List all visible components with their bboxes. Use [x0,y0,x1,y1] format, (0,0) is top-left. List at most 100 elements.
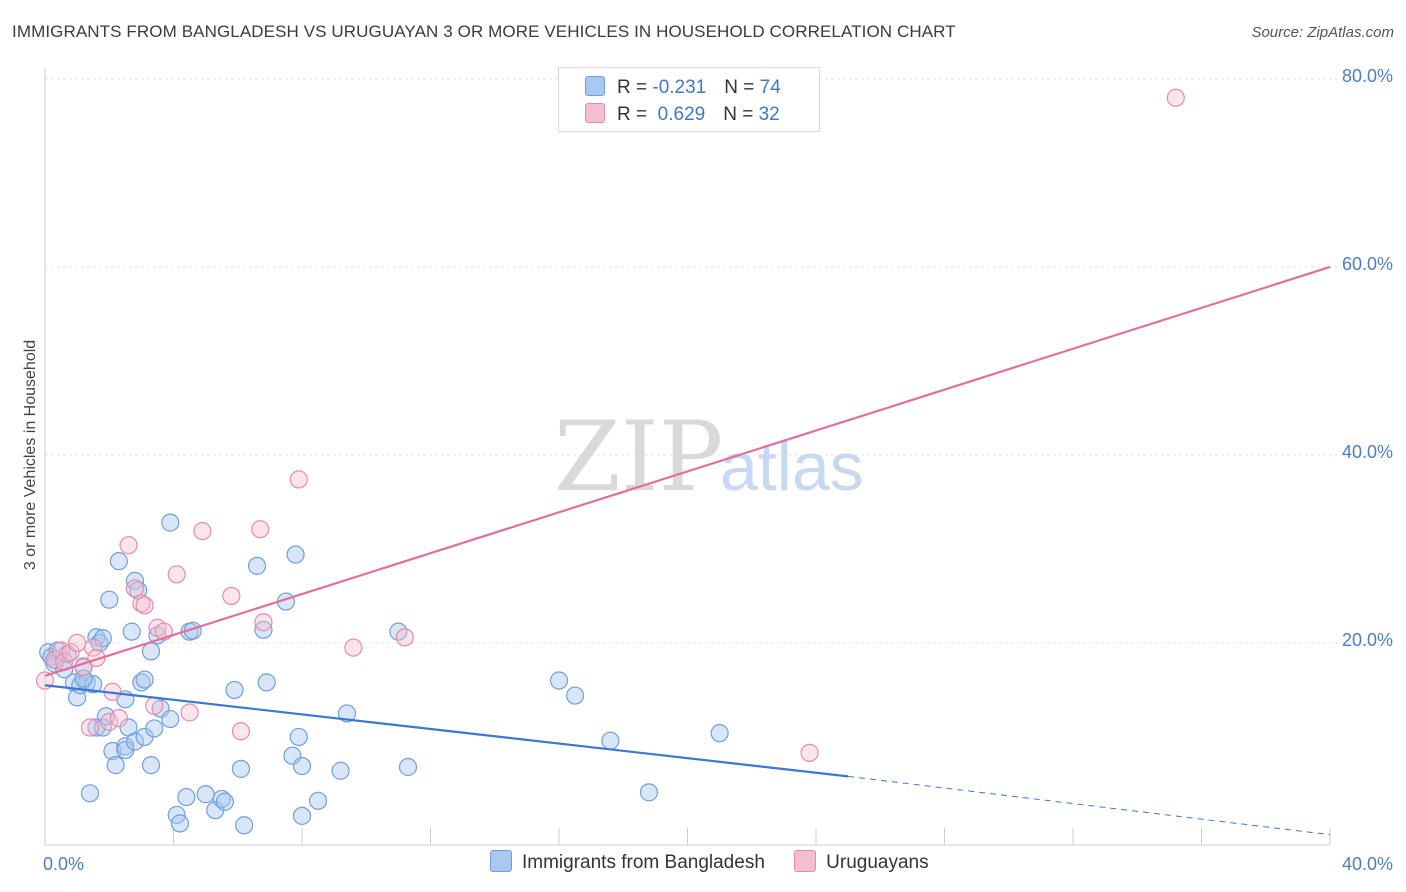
watermark: ZIP atlas [554,401,864,513]
trend-line-bangladesh [44,684,849,778]
data-point-uruguayans [395,628,414,647]
data-point-uruguayans [80,718,100,737]
data-point-bangladesh [132,673,151,692]
legend-r-label: R = [617,77,653,98]
data-point-bangladesh [286,545,305,564]
y-tick-labels: 20.0% 40.0% 60.0% 80.0% [1342,66,1393,650]
trend-line-uruguayans [44,265,1331,677]
series-uruguayans-points [35,88,1185,762]
series-bangladesh-points [39,513,729,835]
watermark-zip: ZIP [554,401,723,513]
data-point-uruguayans [193,521,212,541]
data-point-uruguayans [87,648,106,668]
data-point-uruguayans [68,633,87,653]
data-point-uruguayans [132,594,151,613]
data-point-bangladesh [292,806,312,825]
legend-r-label: R = [617,104,653,125]
legend-label: Uruguayans [826,852,929,873]
data-point-uruguayans [254,613,273,632]
data-point-bangladesh [80,784,100,803]
data-point-bangladesh [141,756,161,775]
y-tick-label: 60.0% [1342,254,1393,274]
data-point-bangladesh [125,732,145,751]
trend-line-bangladesh-extrapolated [848,775,1331,836]
data-point-bangladesh [93,629,112,648]
data-point-uruguayans [251,520,270,539]
legend-r-value: 0.629 [652,104,706,125]
chart-title: IMMIGRANTS FROM BANGLADESH VS URUGUAYAN … [12,22,956,41]
data-point-bangladesh [289,727,308,747]
data-point-bangladesh [145,719,164,738]
data-point-bangladesh [212,789,231,809]
correlation-legend: R = -0.231 N = 74 R = 0.629 N = 32 [558,67,820,132]
legend-item-bangladesh[interactable]: Immigrants from Bangladesh [490,850,765,874]
data-point-bangladesh [292,756,312,776]
data-point-bangladesh [100,590,119,609]
data-point-bangladesh [601,731,620,750]
y-tick-label: 80.0% [1342,66,1393,86]
data-point-uruguayans [119,536,138,555]
legend-label: Immigrants from Bangladesh [522,852,765,873]
data-point-bangladesh [254,620,273,639]
data-point-uruguayans [1166,88,1185,107]
data-point-uruguayans [100,712,119,731]
legend-n-value: 74 [759,77,781,98]
data-point-bangladesh [337,704,357,723]
data-point-bangladesh [170,814,190,833]
data-point-bangladesh [106,756,125,775]
y-tick-label: 40.0% [1342,442,1393,462]
data-point-uruguayans [61,643,80,662]
data-point-bangladesh [710,724,729,743]
legend-row-bangladesh: R = -0.231 N = 74 [585,76,781,100]
legend-n-value: 32 [758,104,780,125]
data-point-bangladesh [196,785,215,804]
data-point-uruguayans [135,596,154,615]
series-legend: Immigrants from Bangladesh Uruguayans [490,850,953,874]
data-point-bangladesh [177,787,196,807]
data-point-uruguayans [344,638,363,657]
source-credit: Source: ZipAtlas.com [1251,24,1394,41]
data-point-bangladesh [331,761,350,780]
legend-n-label: N = [724,77,760,98]
data-point-uruguayans [180,703,199,722]
data-point-bangladesh [308,791,328,810]
legend-n-label: N = [723,104,759,125]
data-point-uruguayans [145,696,164,715]
data-point-uruguayans [289,470,308,489]
data-point-bangladesh [161,513,180,532]
x-tick-label: 0.0% [43,854,84,874]
data-point-uruguayans [84,638,103,657]
gridlines [45,78,1392,644]
data-point-bangladesh [225,680,244,700]
data-point-bangladesh [565,686,585,705]
data-point-uruguayans [222,586,241,606]
watermark-atlas: atlas [720,429,864,505]
data-point-bangladesh [87,628,106,647]
data-point-bangladesh [141,642,161,661]
legend-swatch-blue [585,76,605,96]
legend-row-uruguayans: R = 0.629 N = 32 [585,103,780,127]
legend-item-uruguayans[interactable]: Uruguayans [794,850,929,874]
legend-swatch-blue [490,850,512,872]
data-point-bangladesh [639,783,659,802]
x-tick-label: 40.0% [1342,854,1393,874]
data-point-bangladesh [135,670,154,689]
legend-r-value: -0.231 [652,77,707,98]
y-axis-label: 3 or more Vehicles in Household [22,340,39,570]
y-tick-label: 20.0% [1342,630,1393,650]
data-point-uruguayans [800,743,819,762]
legend-swatch-pink [794,850,817,872]
x-tick-labels: 0.0% 40.0% [43,854,1393,874]
data-point-bangladesh [398,757,418,777]
data-point-bangladesh [109,552,128,571]
data-point-bangladesh [247,556,267,575]
data-point-uruguayans [125,579,145,598]
data-point-bangladesh [549,671,569,690]
data-point-bangladesh [122,622,141,641]
data-point-bangladesh [235,816,254,835]
data-point-uruguayans [167,565,186,584]
data-point-bangladesh [161,709,180,729]
data-point-bangladesh [231,759,251,778]
data-point-bangladesh [84,675,103,694]
